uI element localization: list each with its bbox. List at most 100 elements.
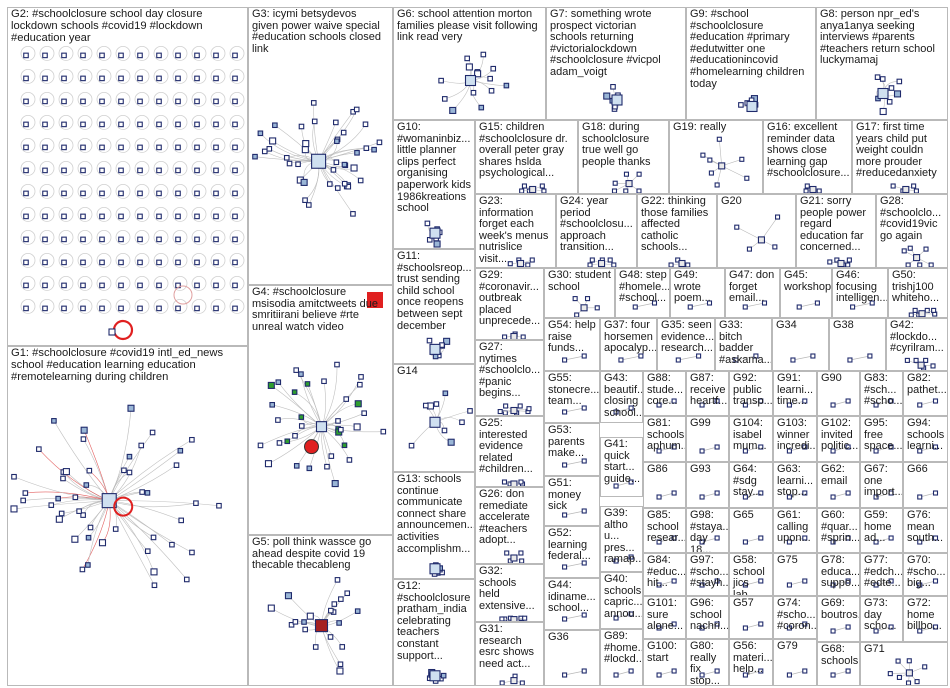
node[interactable] [928,262,934,267]
node[interactable] [804,183,810,189]
node[interactable] [517,403,523,409]
node[interactable] [587,262,593,267]
node[interactable] [327,634,334,640]
node[interactable] [272,122,278,129]
node[interactable] [354,400,362,408]
node[interactable] [232,190,238,197]
node[interactable] [213,236,219,243]
node[interactable] [742,448,748,454]
node[interactable] [613,558,619,564]
node[interactable] [917,402,923,408]
node[interactable] [758,535,764,541]
node[interactable] [716,136,722,142]
node[interactable] [746,246,752,252]
node[interactable] [194,213,200,220]
node[interactable] [23,190,29,197]
node[interactable] [333,119,339,126]
node[interactable] [99,98,105,105]
node[interactable] [845,668,851,674]
node[interactable] [189,436,195,443]
node[interactable] [178,517,185,524]
node[interactable] [917,262,923,267]
node-hub[interactable] [746,100,758,113]
node[interactable] [213,259,219,266]
node[interactable] [888,398,894,404]
node[interactable] [581,405,587,411]
node[interactable] [932,535,939,541]
node[interactable] [932,624,939,630]
node-hub[interactable] [678,259,686,267]
node-hub[interactable] [718,162,726,170]
node-hub[interactable] [917,361,925,369]
node[interactable] [907,245,913,251]
node[interactable] [874,74,881,80]
node-hub[interactable] [311,153,327,169]
node[interactable] [632,304,638,310]
node[interactable] [175,259,181,266]
node[interactable] [330,167,337,173]
node[interactable] [80,98,86,105]
node[interactable] [449,106,457,115]
node[interactable] [501,479,508,485]
node[interactable] [302,197,308,203]
node[interactable] [80,512,86,518]
node[interactable] [312,644,319,650]
node[interactable] [80,426,88,434]
node[interactable] [344,590,351,597]
node[interactable] [121,467,127,474]
node[interactable] [671,668,677,674]
node[interactable] [23,98,29,105]
node[interactable] [441,96,448,102]
node[interactable] [151,582,158,589]
node[interactable] [706,300,713,306]
node[interactable] [298,123,305,130]
node[interactable] [149,429,156,436]
node[interactable] [873,539,879,545]
node[interactable] [917,539,923,545]
node[interactable] [306,465,313,472]
node[interactable] [99,167,105,174]
node[interactable] [298,414,305,420]
node[interactable] [562,409,568,415]
node[interactable] [802,668,808,674]
node[interactable] [696,353,702,359]
node[interactable] [264,460,273,468]
node[interactable] [80,167,86,174]
node[interactable] [668,262,674,267]
node[interactable] [753,353,759,359]
node[interactable] [173,462,180,468]
node-hub[interactable] [918,310,926,317]
node[interactable] [906,658,912,664]
node[interactable] [636,171,642,177]
node[interactable] [890,183,896,189]
node[interactable] [518,550,524,556]
node-hub[interactable] [611,94,623,106]
node-hub[interactable] [464,74,477,87]
node[interactable] [873,402,879,408]
node[interactable] [300,178,308,186]
node[interactable] [742,304,748,310]
node[interactable] [331,480,339,488]
node[interactable] [343,396,350,402]
node[interactable] [869,300,875,306]
node[interactable] [85,562,91,568]
node[interactable] [36,446,42,452]
node[interactable] [656,539,662,545]
node[interactable] [293,463,300,469]
node[interactable] [628,611,634,617]
node[interactable] [118,98,124,105]
node[interactable] [156,52,162,59]
node[interactable] [55,495,61,502]
node[interactable] [213,305,219,312]
node[interactable] [488,87,495,94]
node[interactable] [912,307,918,313]
node[interactable] [519,188,525,193]
node[interactable] [283,154,290,161]
node[interactable] [266,146,273,152]
node[interactable] [675,357,681,363]
node[interactable] [232,282,238,289]
node-hub[interactable] [314,619,329,633]
node[interactable] [42,282,48,289]
node[interactable] [61,259,67,266]
node[interactable] [613,483,619,489]
